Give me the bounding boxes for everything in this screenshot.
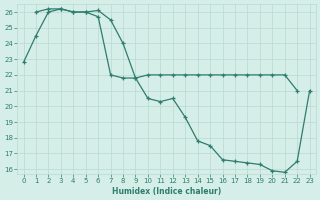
X-axis label: Humidex (Indice chaleur): Humidex (Indice chaleur) bbox=[112, 187, 221, 196]
